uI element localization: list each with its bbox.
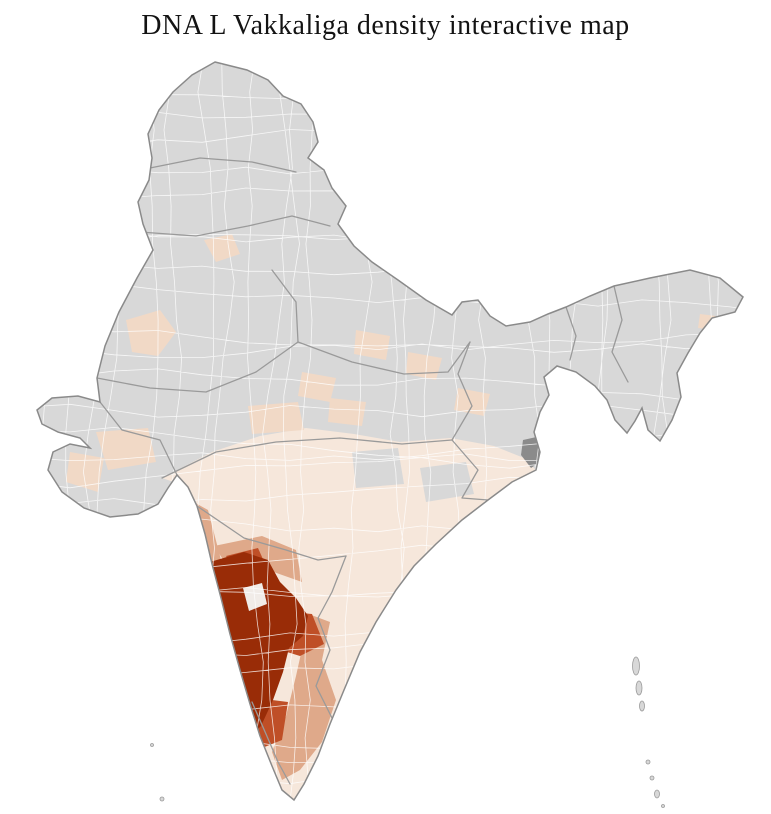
- island[interactable]: [645, 759, 651, 765]
- state-boundary-line: [451, 341, 473, 441]
- page-title: DNA L Vakkaliga density interactive map: [141, 10, 630, 41]
- district-region[interactable]: [248, 402, 304, 434]
- district-region[interactable]: [272, 610, 336, 780]
- state-boundary-line: [297, 341, 471, 375]
- district-region[interactable]: [243, 583, 267, 611]
- island[interactable]: [649, 775, 655, 781]
- island[interactable]: [661, 804, 665, 808]
- regions-nodata-patches[interactable]: [352, 448, 474, 502]
- district-region[interactable]: [126, 310, 176, 356]
- state-boundary-line: [451, 439, 489, 501]
- state-boundary-line: [99, 401, 178, 476]
- island[interactable]: [635, 680, 643, 696]
- district-layers: [37, 62, 743, 800]
- island[interactable]: [632, 656, 640, 676]
- state-boundary-line: [251, 701, 291, 785]
- district-region[interactable]: [162, 428, 536, 800]
- district-region[interactable]: [352, 448, 404, 488]
- district-region[interactable]: [420, 462, 474, 502]
- state-boundary-line: [565, 306, 577, 361]
- island-regions[interactable]: [150, 656, 665, 808]
- state-boundary-line: [139, 215, 331, 237]
- district-region[interactable]: [66, 452, 104, 492]
- country-outline: [36, 61, 744, 802]
- district-region[interactable]: [698, 314, 716, 330]
- island[interactable]: [654, 789, 660, 799]
- country-outline-path: [36, 61, 744, 802]
- state-boundary-line: [161, 437, 453, 479]
- region-inner-light-district[interactable]: [243, 583, 267, 611]
- state-boundaries: [96, 157, 629, 785]
- region-peninsula-very-low[interactable]: [162, 428, 536, 800]
- state-boundary-line: [315, 555, 347, 719]
- island[interactable]: [150, 743, 154, 747]
- regions-scattered-low[interactable]: [66, 234, 716, 492]
- island[interactable]: [639, 700, 645, 712]
- district-region[interactable]: [328, 398, 366, 426]
- district-region[interactable]: [454, 388, 490, 416]
- state-boundary-line: [149, 157, 297, 173]
- state-boundary-line: [96, 269, 299, 393]
- state-boundary-line: [196, 505, 347, 561]
- island[interactable]: [159, 796, 165, 802]
- state-boundary-line: [611, 285, 629, 383]
